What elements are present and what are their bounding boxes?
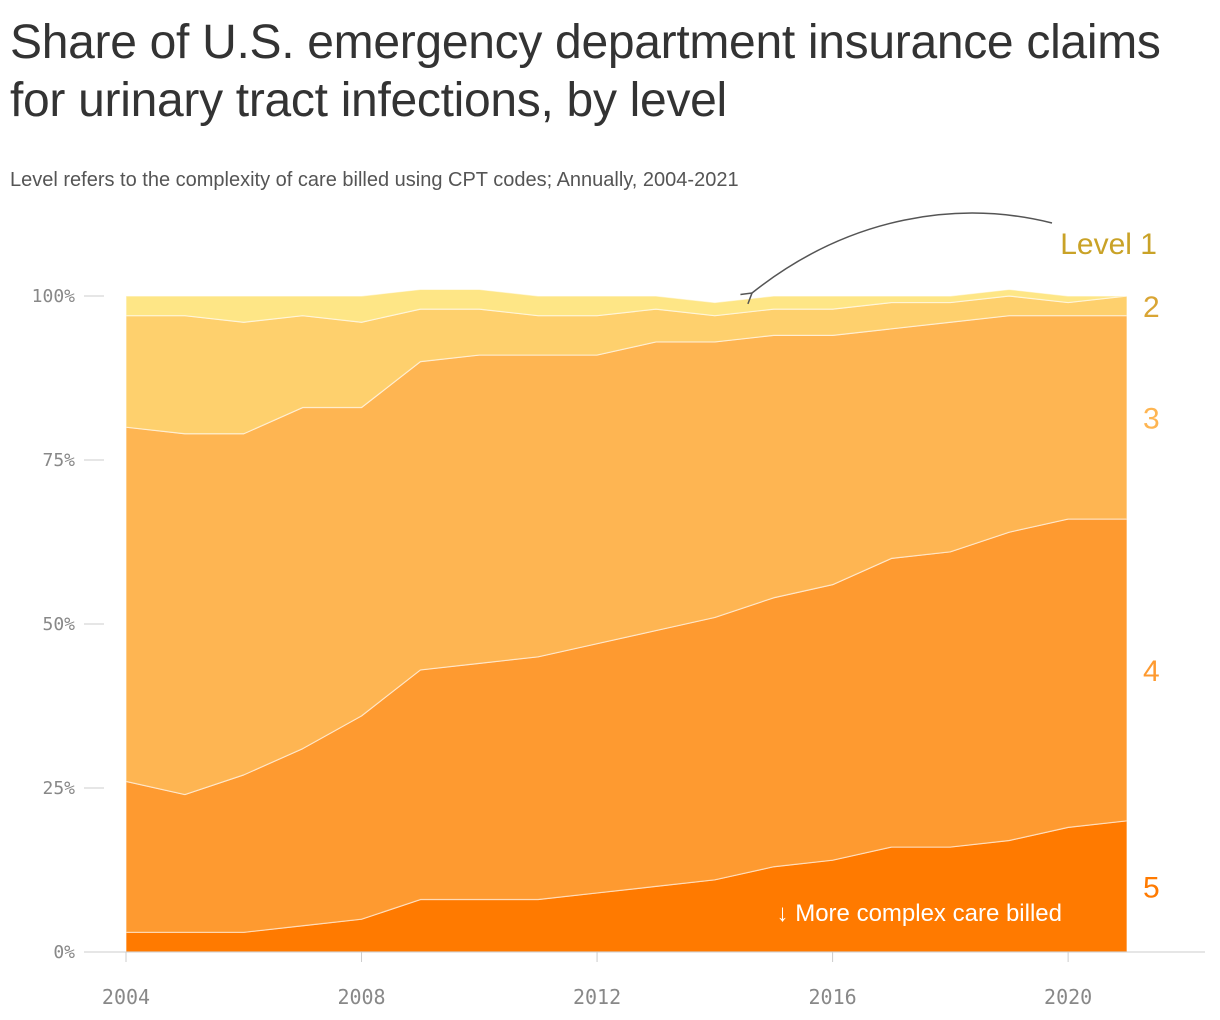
- area-series-level-1: [125, 288, 1128, 323]
- series-label-5: 5: [1143, 871, 1160, 904]
- area-layers: [125, 288, 1128, 953]
- series-label-3: 3: [1143, 402, 1160, 435]
- x-tick-label: 2004: [102, 985, 150, 1009]
- chart-subtitle: Level refers to the complexity of care b…: [10, 169, 739, 191]
- y-tick-label: 0%: [53, 942, 75, 963]
- x-tick-label: 2016: [809, 985, 857, 1009]
- y-tick-label: 50%: [42, 614, 75, 635]
- series-label-level-1: Level 1: [1060, 228, 1157, 261]
- series-label-4: 4: [1143, 655, 1160, 688]
- series-label-2: 2: [1143, 291, 1160, 324]
- x-tick-label: 2008: [337, 985, 385, 1009]
- chart-title: Share of U.S. emergency department insur…: [10, 16, 1161, 127]
- series-labels: 5 4 3 2 Level 1: [1060, 228, 1159, 904]
- complexity-annotation: ↓ More complex care billed: [777, 900, 1062, 927]
- y-tick-label: 100%: [32, 286, 76, 307]
- y-axis: 0% 25% 50% 75% 100%: [32, 286, 104, 963]
- y-tick-label: 25%: [42, 778, 75, 799]
- x-tick-label: 2012: [573, 985, 621, 1009]
- level-1-arrow: [740, 212, 1053, 305]
- x-tick-label: 2020: [1044, 985, 1092, 1009]
- x-axis: 2004 2008 2012 2016 2020: [84, 951, 1205, 1009]
- y-tick-label: 75%: [42, 450, 75, 471]
